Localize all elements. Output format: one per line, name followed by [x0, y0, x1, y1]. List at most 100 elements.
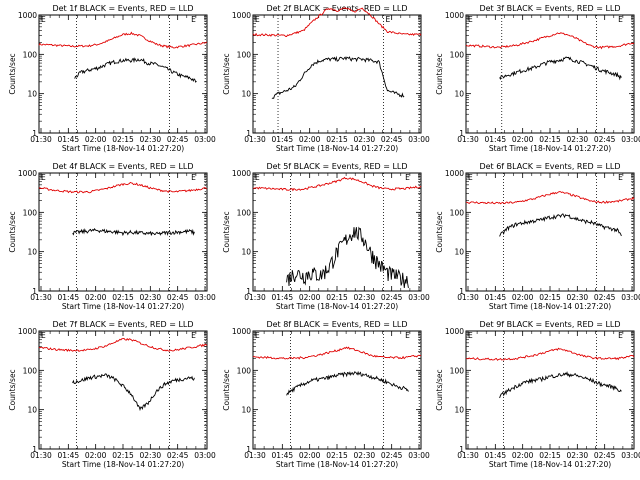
- y-tick-label: 1000: [18, 169, 37, 178]
- x-tick-label: 02:30: [140, 135, 162, 144]
- x-tick-label: 01:45: [485, 451, 507, 460]
- panel-3: Det 3f BLACK = Events, RED = LLD 1 10 100 10…: [435, 4, 640, 153]
- x-tick-label: 02:00: [512, 135, 534, 144]
- x-tick-label: 01:30: [457, 451, 479, 460]
- y-tick-label: 1000: [445, 11, 464, 20]
- events-series-line: [271, 55, 405, 99]
- marker-letter: E: [618, 173, 623, 182]
- x-axis-label: Start Time (18-Nov-14 01:27:20): [62, 302, 184, 311]
- y-axis-label: Counts/sec: [222, 53, 231, 94]
- x-axis-label: Start Time (18-Nov-14 01:27:20): [276, 302, 398, 311]
- marker-letter: E: [618, 331, 623, 340]
- plot-frame: [38, 14, 208, 134]
- x-axis-label: Start Time (18-Nov-14 01:27:20): [489, 460, 611, 469]
- y-tick-label: 100: [450, 366, 465, 375]
- x-tick-label: 02:15: [539, 135, 561, 144]
- plot-frame: [465, 172, 635, 292]
- marker-letter: E: [405, 331, 410, 340]
- x-tick-label: 02:30: [354, 135, 376, 144]
- marker-letter: E: [191, 173, 196, 182]
- lld-series-line: [252, 346, 422, 360]
- panel-title: Det 1f BLACK = Events, RED = LLD: [52, 4, 193, 13]
- x-tick-label: 02:15: [326, 451, 348, 460]
- x-tick-label: 01:45: [58, 451, 80, 460]
- x-tick-label: 02:15: [326, 135, 348, 144]
- y-axis-label: Counts/sec: [435, 211, 444, 252]
- y-tick-label: 10: [241, 248, 251, 257]
- events-series-line: [286, 226, 409, 288]
- x-tick-label: 02:00: [299, 451, 321, 460]
- x-tick-label: 01:30: [244, 451, 266, 460]
- lld-series-line: [465, 191, 635, 205]
- x-tick-label: 01:45: [485, 293, 507, 302]
- x-tick-label: 02:30: [567, 293, 589, 302]
- x-tick-label: 03:00: [408, 451, 430, 460]
- y-tick-label: 100: [23, 366, 38, 375]
- x-axis-label: Start Time (18-Nov-14 01:27:20): [489, 144, 611, 153]
- panel-6: Det 6f BLACK = Events, RED = LLD 1 10 100 10…: [435, 162, 640, 311]
- x-tick-label: 02:15: [539, 451, 561, 460]
- y-tick-label: 1000: [232, 327, 251, 336]
- lld-series-line: [465, 32, 635, 50]
- x-tick-label: 01:30: [30, 293, 52, 302]
- y-tick-label: 1000: [445, 327, 464, 336]
- x-tick-label: 01:30: [244, 135, 266, 144]
- y-tick-label: 1000: [18, 327, 37, 336]
- marker-letter: E: [255, 173, 260, 182]
- y-tick-label: 1: [459, 445, 464, 454]
- x-tick-label: 02:45: [167, 135, 189, 144]
- panel-title: Det 6f BLACK = Events, RED = LLD: [479, 162, 620, 171]
- y-tick-label: 1: [32, 129, 37, 138]
- y-axis-label: Counts/sec: [8, 53, 17, 94]
- y-tick-label: 10: [454, 90, 464, 99]
- x-tick-label: 02:45: [594, 451, 616, 460]
- y-tick-label: 100: [237, 208, 252, 217]
- y-axis-label: Counts/sec: [435, 369, 444, 410]
- x-tick-label: 02:00: [512, 451, 534, 460]
- lld-series-line: [38, 337, 208, 352]
- events-series-line: [72, 227, 195, 237]
- panel-9: Det 9f BLACK = Events, RED = LLD 1 10 100 10…: [435, 320, 640, 469]
- x-tick-label: 03:00: [621, 135, 640, 144]
- marker-letter: E: [41, 331, 46, 340]
- y-tick-label: 1: [459, 287, 464, 296]
- lld-series-line: [38, 31, 208, 49]
- x-tick-label: 02:00: [299, 135, 321, 144]
- x-tick-label: 02:15: [112, 293, 134, 302]
- y-tick-label: 10: [27, 406, 37, 415]
- y-tick-label: 100: [450, 50, 465, 59]
- marker-letter: E: [385, 15, 390, 24]
- x-tick-label: 01:45: [58, 135, 80, 144]
- lld-series-line: [465, 347, 635, 361]
- x-tick-label: 02:30: [354, 293, 376, 302]
- marker-letter: E: [191, 331, 196, 340]
- panel-title: Det 7f BLACK = Events, RED = LLD: [52, 320, 193, 329]
- marker-letter: E: [191, 15, 196, 24]
- x-tick-label: 02:45: [594, 293, 616, 302]
- plot-frame: [252, 330, 422, 450]
- x-tick-label: 01:45: [272, 293, 294, 302]
- plot-frame: [465, 14, 635, 134]
- y-tick-label: 10: [241, 90, 251, 99]
- x-tick-label: 03:00: [408, 135, 430, 144]
- y-axis-label: Counts/sec: [8, 369, 17, 410]
- y-tick-label: 1000: [232, 169, 251, 178]
- x-tick-label: 02:30: [567, 451, 589, 460]
- y-tick-label: 1: [246, 287, 251, 296]
- events-series-line: [286, 370, 409, 396]
- y-axis-label: Counts/sec: [435, 53, 444, 94]
- x-tick-label: 02:30: [354, 451, 376, 460]
- marker-letter: E: [41, 173, 46, 182]
- marker-letter: E: [255, 15, 260, 24]
- panel-2: Det 2f BLACK = Events, RED = LLD 1 10 100 10…: [222, 4, 430, 153]
- x-tick-label: 01:30: [244, 293, 266, 302]
- x-tick-label: 01:45: [58, 293, 80, 302]
- x-tick-label: 03:00: [194, 451, 216, 460]
- x-tick-label: 03:00: [621, 451, 640, 460]
- panel-5: Det 5f BLACK = Events, RED = LLD 1 10 100 10…: [222, 162, 430, 311]
- y-tick-label: 10: [241, 406, 251, 415]
- panel-title: Det 5f BLACK = Events, RED = LLD: [266, 162, 407, 171]
- y-tick-label: 100: [237, 50, 252, 59]
- y-axis-label: Counts/sec: [222, 369, 231, 410]
- y-tick-label: 1: [246, 445, 251, 454]
